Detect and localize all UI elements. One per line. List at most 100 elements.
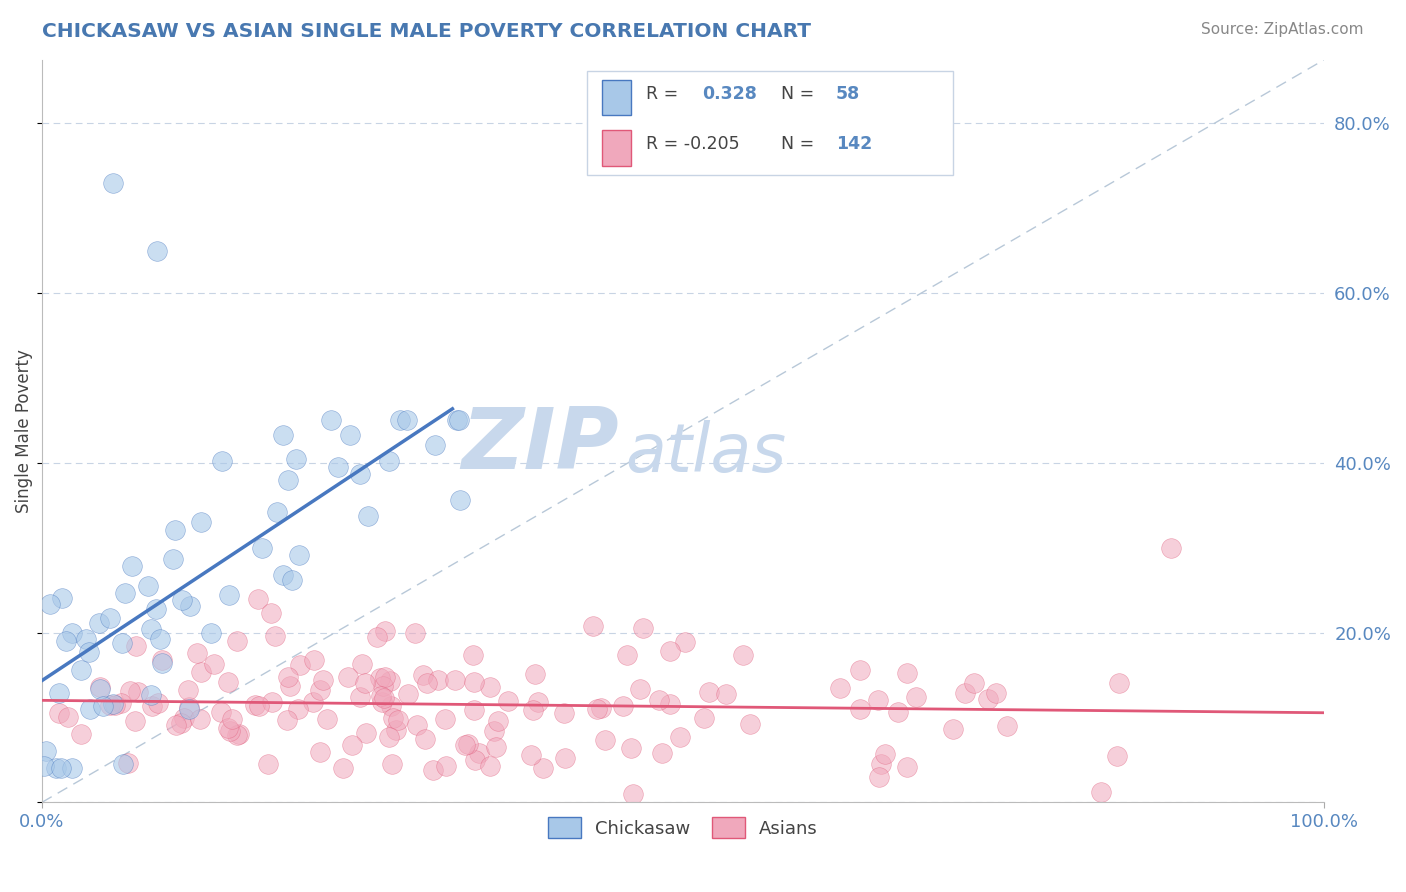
Point — [124, 639, 146, 653]
Point — [953, 686, 976, 700]
Point — [357, 508, 380, 523]
Bar — [602, 79, 631, 115]
Point — [186, 646, 208, 660]
Text: R =: R = — [645, 85, 678, 103]
Point — [48, 706, 70, 720]
Point — [339, 428, 361, 442]
Point — [479, 759, 502, 773]
Point — [271, 568, 294, 582]
Point — [443, 673, 465, 687]
Point — [287, 548, 309, 562]
Point — [218, 724, 240, 739]
Point — [378, 673, 401, 688]
Point — [449, 493, 471, 508]
Point — [177, 682, 200, 697]
Point — [260, 606, 283, 620]
Point — [170, 715, 193, 730]
Point — [266, 505, 288, 519]
Point — [226, 728, 249, 742]
Point — [1090, 784, 1112, 798]
Text: Source: ZipAtlas.com: Source: ZipAtlas.com — [1201, 22, 1364, 37]
Point — [150, 656, 173, 670]
Point — [79, 644, 101, 658]
Point — [433, 712, 456, 726]
Point — [848, 664, 870, 678]
Point — [162, 552, 184, 566]
Point — [312, 673, 335, 688]
Point — [98, 611, 121, 625]
Point — [190, 515, 212, 529]
Point — [405, 718, 427, 732]
Text: 142: 142 — [835, 136, 872, 153]
Point — [60, 761, 83, 775]
Point — [425, 438, 447, 452]
Point — [463, 675, 485, 690]
Point — [149, 632, 172, 646]
Point — [370, 689, 392, 703]
Point — [381, 757, 404, 772]
Point — [523, 666, 546, 681]
Point — [353, 675, 375, 690]
Point — [463, 648, 485, 663]
Point — [486, 714, 509, 729]
Point — [302, 653, 325, 667]
Point — [221, 712, 243, 726]
Point — [373, 690, 395, 705]
Point — [447, 413, 470, 427]
Point — [264, 629, 287, 643]
Point — [371, 679, 394, 693]
Point — [177, 701, 200, 715]
Point — [995, 719, 1018, 733]
Point — [873, 747, 896, 762]
Point — [349, 467, 371, 481]
Point — [173, 711, 195, 725]
Point — [887, 705, 910, 719]
Point — [117, 756, 139, 771]
Point — [188, 712, 211, 726]
Point — [1160, 541, 1182, 555]
Point — [138, 579, 160, 593]
Point — [247, 699, 270, 714]
Point — [146, 696, 169, 710]
Point — [984, 686, 1007, 700]
Point — [70, 663, 93, 677]
Point — [127, 685, 149, 699]
Point — [321, 413, 343, 427]
Point — [582, 618, 605, 632]
Point — [866, 693, 889, 707]
Text: N =: N = — [780, 85, 814, 103]
Point — [277, 670, 299, 684]
Point — [352, 657, 374, 671]
Point — [284, 451, 307, 466]
Point — [963, 676, 986, 690]
Point — [659, 644, 682, 658]
Point — [179, 700, 201, 714]
Point — [520, 748, 543, 763]
Point — [522, 703, 544, 717]
Point — [848, 702, 870, 716]
Point — [118, 684, 141, 698]
Point — [616, 648, 638, 663]
Point — [262, 695, 284, 709]
Point — [434, 759, 457, 773]
Point — [828, 681, 851, 695]
Point — [463, 703, 485, 717]
Point — [141, 699, 163, 714]
Point — [374, 624, 396, 638]
Point — [385, 723, 408, 737]
Point — [404, 625, 426, 640]
Point — [34, 759, 56, 773]
Point — [276, 714, 298, 728]
Point — [468, 747, 491, 761]
Point — [111, 756, 134, 771]
Point — [326, 459, 349, 474]
Point — [896, 665, 918, 680]
Point — [412, 667, 434, 681]
Point — [942, 722, 965, 736]
Point — [382, 711, 405, 725]
Point — [870, 757, 893, 772]
Point — [246, 591, 269, 606]
Point — [1105, 749, 1128, 764]
Point — [482, 724, 505, 739]
Point — [202, 657, 225, 672]
